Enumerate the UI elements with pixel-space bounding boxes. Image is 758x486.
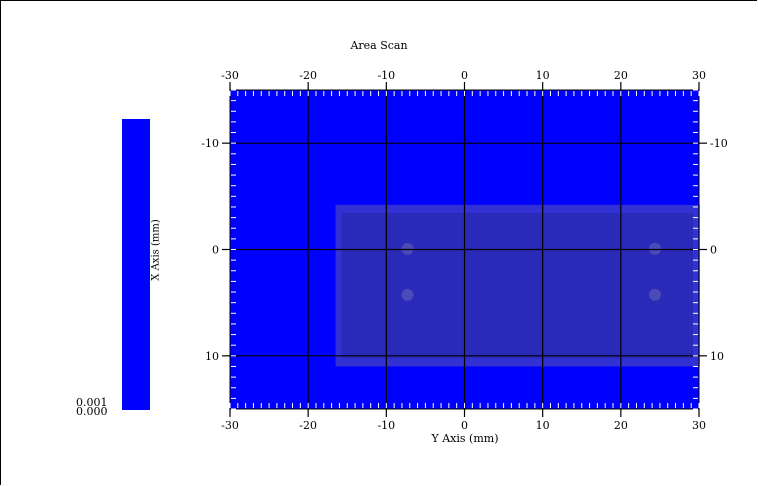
overlay-feature (649, 288, 661, 301)
overlay-image-inside (335, 204, 699, 367)
x-tick-label-top: 0 (461, 69, 468, 82)
x-tick-label-top: -30 (221, 69, 239, 82)
x-tick-label-bottom: -10 (377, 419, 395, 432)
x-tick-label-top: -20 (299, 69, 317, 82)
overlay-feature (649, 242, 661, 255)
x-tick-label-top: 30 (692, 69, 706, 82)
colorbar (122, 119, 150, 410)
x-tick-label-bottom: 30 (692, 419, 706, 432)
colorbar-min-label: 0.000 (76, 405, 108, 418)
colorbar-max-label: 0.001 (76, 396, 108, 409)
x-tick-label-bottom: 20 (614, 419, 628, 432)
y-tick-label-left: -10 (201, 137, 219, 150)
x-tick-label-top: 10 (536, 69, 550, 82)
y-tick-label-left: 10 (205, 350, 219, 363)
overlay-feature (401, 242, 414, 255)
x-tick-label-bottom: 10 (536, 419, 550, 432)
y-tick-label-right: 10 (710, 350, 724, 363)
y-tick-label-left: 0 (212, 244, 219, 257)
x-tick-label-bottom: 0 (461, 419, 468, 432)
x-tick-label-bottom: -20 (299, 419, 317, 432)
y-tick-label-right: 0 (710, 244, 717, 257)
x-axis-label: Y Axis (mm) (431, 432, 499, 445)
x-tick-label-top: 20 (614, 69, 628, 82)
x-tick-label-top: -10 (377, 69, 395, 82)
x-tick-label-bottom: -30 (221, 419, 239, 432)
chart-title: Area Scan (350, 39, 408, 52)
overlay-part-body (341, 212, 693, 359)
y-tick-label-right: -10 (710, 137, 728, 150)
overlay-feature (401, 288, 414, 301)
